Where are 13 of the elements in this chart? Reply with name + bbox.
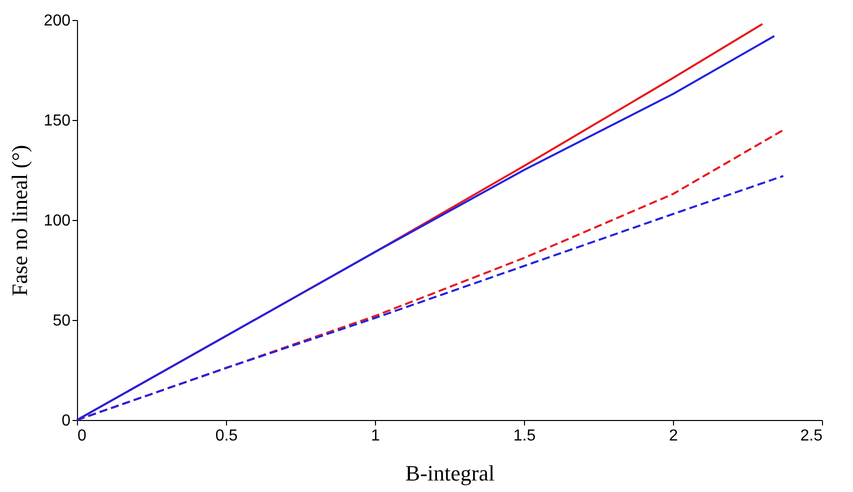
x-tick-label: 0.5 <box>215 428 238 444</box>
x-axis-title: B-integral <box>405 460 495 486</box>
x-tick-label: 2.5 <box>800 428 823 444</box>
x-tick-label: 1 <box>371 428 380 444</box>
x-tick-label: 2 <box>669 428 678 444</box>
y-axis-title: Fase no lineal (°) <box>6 144 32 296</box>
y-tick-label: 150 <box>44 112 71 130</box>
x-tick-label: 0 <box>78 428 86 444</box>
y-tick-label: 50 <box>52 312 71 330</box>
y-tick-label: 200 <box>44 12 71 30</box>
y-tick-label: 0 <box>62 412 71 430</box>
y-tick-label: 100 <box>44 212 71 230</box>
x-tick-label: 1.5 <box>513 428 536 444</box>
